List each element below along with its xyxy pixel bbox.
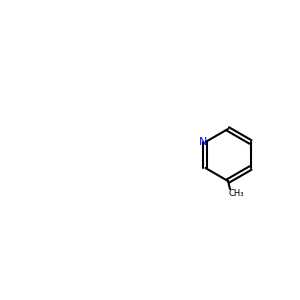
Text: N: N bbox=[199, 137, 208, 147]
Text: CH₃: CH₃ bbox=[228, 188, 244, 197]
